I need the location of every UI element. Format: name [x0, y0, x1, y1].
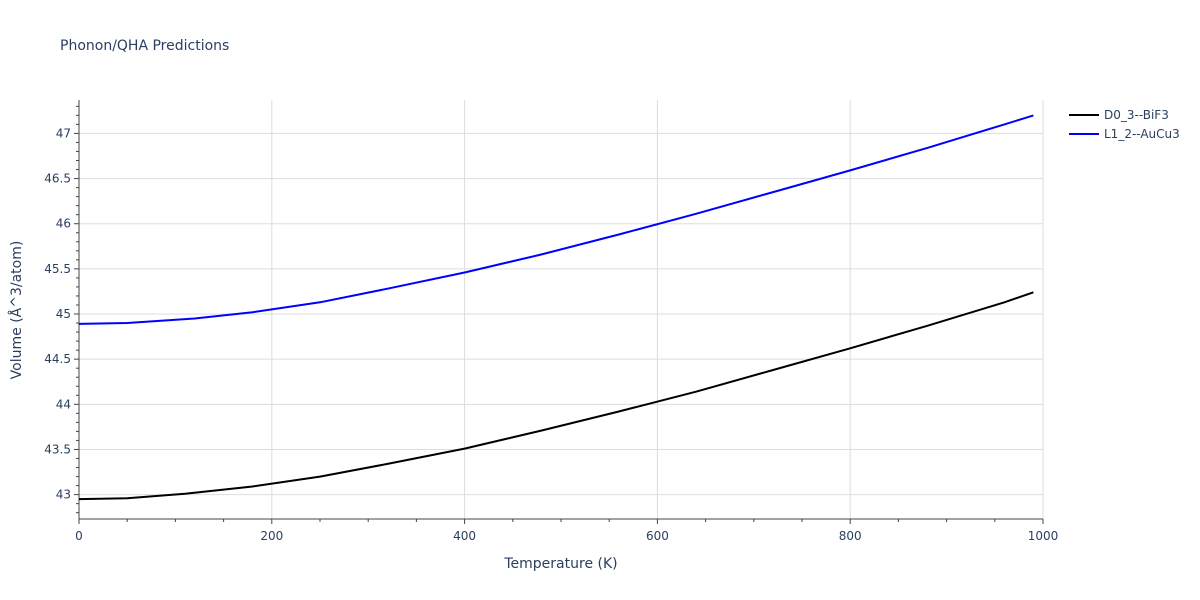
axes: 0 200 400 600 800 1000 43 43.5 44 44.5 45 45.5 46 46.…	[44, 100, 1058, 543]
legend[interactable]: D0_3--BiF3 L1_2--AuCu3	[1069, 108, 1180, 141]
legend-label: L1_2--AuCu3	[1104, 127, 1180, 141]
x-tick-label: 200	[260, 529, 283, 543]
series-lines	[78, 114, 1034, 501]
y-tick-label: 45	[56, 307, 71, 321]
y-axis-title: Volume (Å^3/atom)	[8, 241, 25, 380]
y-tick-label: 46.5	[44, 172, 71, 186]
x-tick-label: 1000	[1028, 529, 1059, 543]
y-tick-label: 44.5	[44, 352, 71, 366]
x-tick-label: 800	[839, 529, 862, 543]
legend-item-0[interactable]: D0_3--BiF3	[1069, 108, 1169, 122]
chart-title: Phonon/QHA Predictions	[60, 38, 229, 54]
series-line-1	[78, 114, 1034, 325]
y-tick-label: 44	[56, 397, 71, 411]
x-tick-label: 0	[75, 529, 83, 543]
x-tick-label: 600	[646, 529, 669, 543]
legend-item-1[interactable]: L1_2--AuCu3	[1069, 127, 1180, 141]
legend-label: D0_3--BiF3	[1104, 108, 1169, 122]
series-line-0	[78, 291, 1034, 501]
y-tick-label: 46	[56, 217, 71, 231]
y-tick-label: 43	[56, 488, 71, 502]
grid	[79, 100, 1044, 519]
y-tick-label: 43.5	[44, 442, 71, 456]
x-axis-title: Temperature (K)	[503, 556, 617, 572]
x-tick-label: 400	[453, 529, 476, 543]
y-tick-label: 45.5	[44, 262, 71, 276]
y-tick-label: 47	[56, 126, 71, 140]
